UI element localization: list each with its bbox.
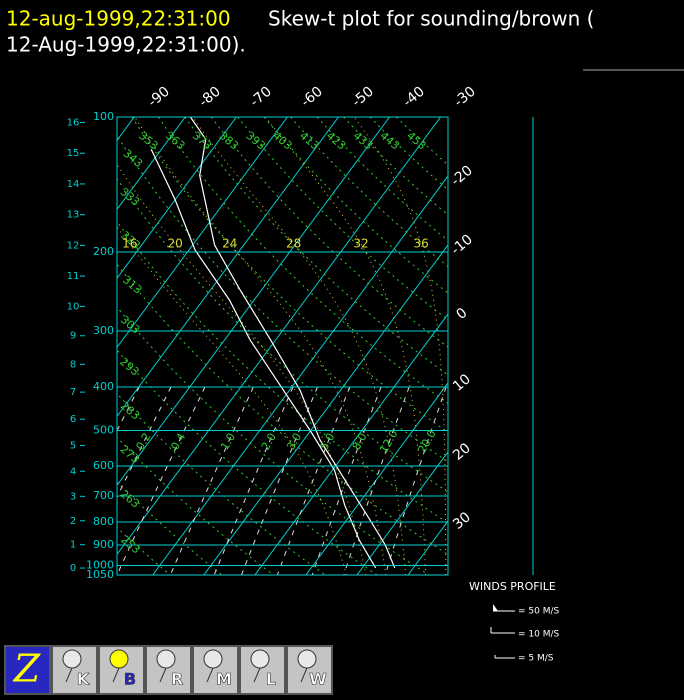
height-label: 0 — [70, 563, 76, 574]
balloon-icon — [63, 650, 81, 668]
height-label: 7 — [70, 387, 76, 398]
pressure-label: 300 — [93, 324, 114, 337]
height-label: 14 — [67, 179, 80, 190]
pressure-label: 700 — [93, 489, 114, 502]
header-title: Skew-t plot for sounding/brown ( — [268, 7, 594, 31]
height-label: 1 — [70, 540, 76, 551]
balloon-icon — [157, 650, 175, 668]
winds-legend-item: = 10 M/S — [518, 630, 560, 640]
height-label: 8 — [70, 359, 76, 370]
moist-adiabat-label: 36 — [413, 237, 428, 251]
pressure-label: 900 — [93, 538, 114, 551]
pressure-label: 100 — [93, 110, 114, 123]
balloon-icon — [204, 650, 222, 668]
winds-legend-title: WINDS PROFILE — [469, 580, 556, 593]
height-label: 4 — [70, 466, 76, 477]
pressure-label: 500 — [93, 423, 114, 436]
height-label: 12 — [67, 240, 80, 251]
height-label: 13 — [67, 210, 80, 221]
winds-legend-item: = 5 M/S — [518, 654, 554, 664]
height-label: 3 — [70, 491, 76, 502]
balloon-icon — [110, 650, 128, 668]
moist-adiabat-label: 28 — [286, 237, 301, 251]
header-date2: 12-Aug-1999,22:31:00). — [6, 33, 246, 57]
height-label: 5 — [70, 441, 76, 452]
height-label: 9 — [70, 331, 76, 342]
pressure-label: 800 — [93, 515, 114, 528]
balloon-icon — [298, 650, 316, 668]
toolbar-label: Z — [13, 647, 41, 691]
pressure-label: 200 — [93, 245, 114, 258]
header-date: 12-aug-1999,22:31:00 — [6, 7, 231, 31]
moist-adiabat-label: 16 — [122, 237, 137, 251]
winds-legend-item: = 50 M/S — [518, 607, 560, 617]
toolbar-label: K — [77, 670, 90, 689]
toolbar-label: M — [216, 670, 232, 689]
pressure-label: 600 — [93, 459, 114, 472]
toolbar-label: B — [124, 670, 136, 689]
toolbar-label: W — [309, 670, 327, 689]
balloon-icon — [251, 650, 269, 668]
moist-adiabat-label: 24 — [222, 237, 237, 251]
height-label: 10 — [67, 301, 80, 312]
moist-adiabat-label: 32 — [353, 237, 368, 251]
height-label: 11 — [67, 271, 80, 282]
height-label: 6 — [70, 414, 76, 425]
pressure-label: 400 — [93, 380, 114, 393]
height-label: 2 — [70, 516, 76, 527]
toolbar-label: R — [171, 670, 183, 689]
moist-adiabat-label: 20 — [168, 237, 183, 251]
toolbar-label: L — [266, 670, 276, 689]
height-label: 15 — [67, 148, 80, 159]
height-label: 16 — [67, 118, 80, 129]
pressure-label: 1050 — [86, 568, 114, 581]
